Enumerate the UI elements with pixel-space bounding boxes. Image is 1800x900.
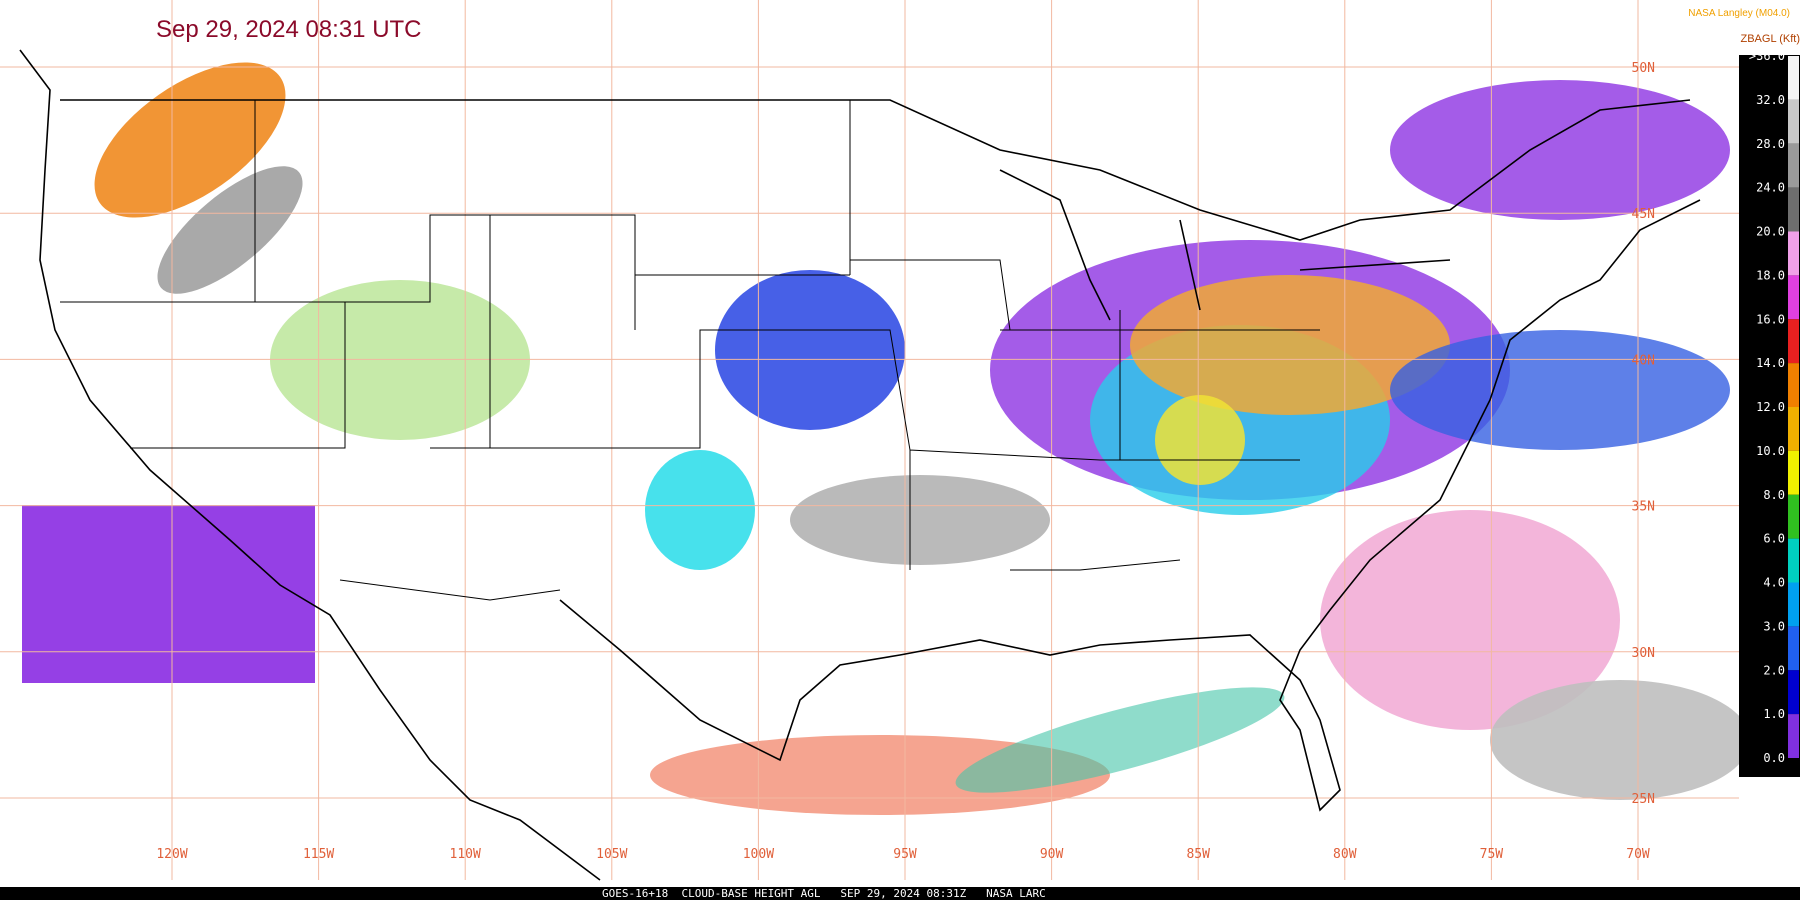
legend-label: 20.0 xyxy=(1756,225,1785,239)
latitude-label: 45N xyxy=(1632,207,1655,222)
legend-label: 0.0 xyxy=(1763,751,1785,765)
longitude-label: 120W xyxy=(156,847,187,862)
legend-label: 12.0 xyxy=(1756,400,1785,414)
cloud-patch xyxy=(1390,330,1730,450)
legend-label: 28.0 xyxy=(1756,137,1785,151)
longitude-label: 100W xyxy=(743,847,774,862)
cloud-patch xyxy=(1490,680,1750,800)
legend-label: >36.0 xyxy=(1749,49,1785,63)
longitude-label: 105W xyxy=(596,847,627,862)
longitude-label: 85W xyxy=(1186,847,1210,862)
legend-label: 1.0 xyxy=(1763,707,1785,721)
legend-label: 24.0 xyxy=(1756,181,1785,195)
legend-swatch xyxy=(1788,275,1799,320)
cloud-patch xyxy=(790,475,1050,565)
legend-label: 6.0 xyxy=(1763,532,1785,546)
legend-label: 2.0 xyxy=(1763,663,1785,677)
cloud-patch xyxy=(1390,80,1730,220)
longitude-label: 90W xyxy=(1040,847,1064,862)
legend-label: 32.0 xyxy=(1756,93,1785,107)
legend-label: 3.0 xyxy=(1763,619,1785,633)
border xyxy=(60,99,1691,241)
legend-label: 10.0 xyxy=(1756,444,1785,458)
legend-swatch xyxy=(1788,187,1799,232)
graticule: 120W 115W 110W 105W 100W 95W 90W 85W 80W 75W 70W 50… xyxy=(0,0,1739,880)
cloud-patch xyxy=(1130,275,1450,415)
longitude-label: 115W xyxy=(303,847,334,862)
legend-swatch xyxy=(1788,538,1799,583)
longitude-label: 95W xyxy=(893,847,917,862)
latitude-label: 40N xyxy=(1632,353,1655,368)
legend-swatch xyxy=(1788,143,1799,188)
latitude-label: 35N xyxy=(1632,500,1655,515)
cloud-patch xyxy=(715,270,905,430)
legend-label: 16.0 xyxy=(1756,312,1785,326)
great-lakes xyxy=(999,169,1451,321)
legend-swatch xyxy=(1788,231,1799,276)
legend-swatch xyxy=(1788,319,1799,364)
legend-swatch xyxy=(1788,494,1799,539)
cloud-patch xyxy=(955,687,1285,793)
cloud-patch xyxy=(22,505,315,683)
latitude-label: 50N xyxy=(1632,61,1655,76)
legend-title: ZBAGL (Kft) xyxy=(1741,33,1800,45)
legend-swatch xyxy=(1788,56,1799,100)
longitude-label: 75W xyxy=(1480,847,1504,862)
legend-swatch xyxy=(1788,450,1799,495)
legend-label: 4.0 xyxy=(1763,576,1785,590)
legend-swatch xyxy=(1788,714,1799,758)
cloud-patch xyxy=(157,166,303,294)
longitude-label: 110W xyxy=(450,847,481,862)
cloud-patch xyxy=(1320,510,1620,730)
longitude-label: 80W xyxy=(1333,847,1357,862)
longitude-label: 70W xyxy=(1626,847,1650,862)
legend-label: 18.0 xyxy=(1756,268,1785,282)
legend-swatch xyxy=(1788,99,1799,144)
legend-swatch xyxy=(1788,670,1799,715)
legend-swatch xyxy=(1788,626,1799,671)
legend-label: 8.0 xyxy=(1763,488,1785,502)
cloud-patch xyxy=(1155,395,1245,485)
cloud-patch xyxy=(270,280,530,440)
legend-label: 14.0 xyxy=(1756,356,1785,370)
legend-swatch xyxy=(1788,407,1799,451)
legend-swatch xyxy=(1788,363,1799,407)
legend-swatch xyxy=(1788,582,1799,627)
timestamp-title: Sep 29, 2024 08:31 UTC xyxy=(156,16,422,43)
coastline xyxy=(19,49,1701,881)
credit: NASA Langley (M04.0) xyxy=(1688,8,1790,19)
cloud-patch xyxy=(94,62,286,218)
latitude-label: 30N xyxy=(1632,646,1655,661)
color-legend: >36.0 32.0 28.0 24.0 20.0 18.0 16.0 14.0 12.0 10.… xyxy=(1749,49,1799,765)
cloud-patch xyxy=(645,450,755,570)
footer-text: GOES-16+18 CLOUD-BASE HEIGHT AGL SEP 29,… xyxy=(602,887,1046,900)
latitude-label: 25N xyxy=(1632,792,1655,807)
footer-bar xyxy=(0,887,1800,900)
boundaries xyxy=(19,49,1701,881)
state-borders xyxy=(60,100,1320,601)
